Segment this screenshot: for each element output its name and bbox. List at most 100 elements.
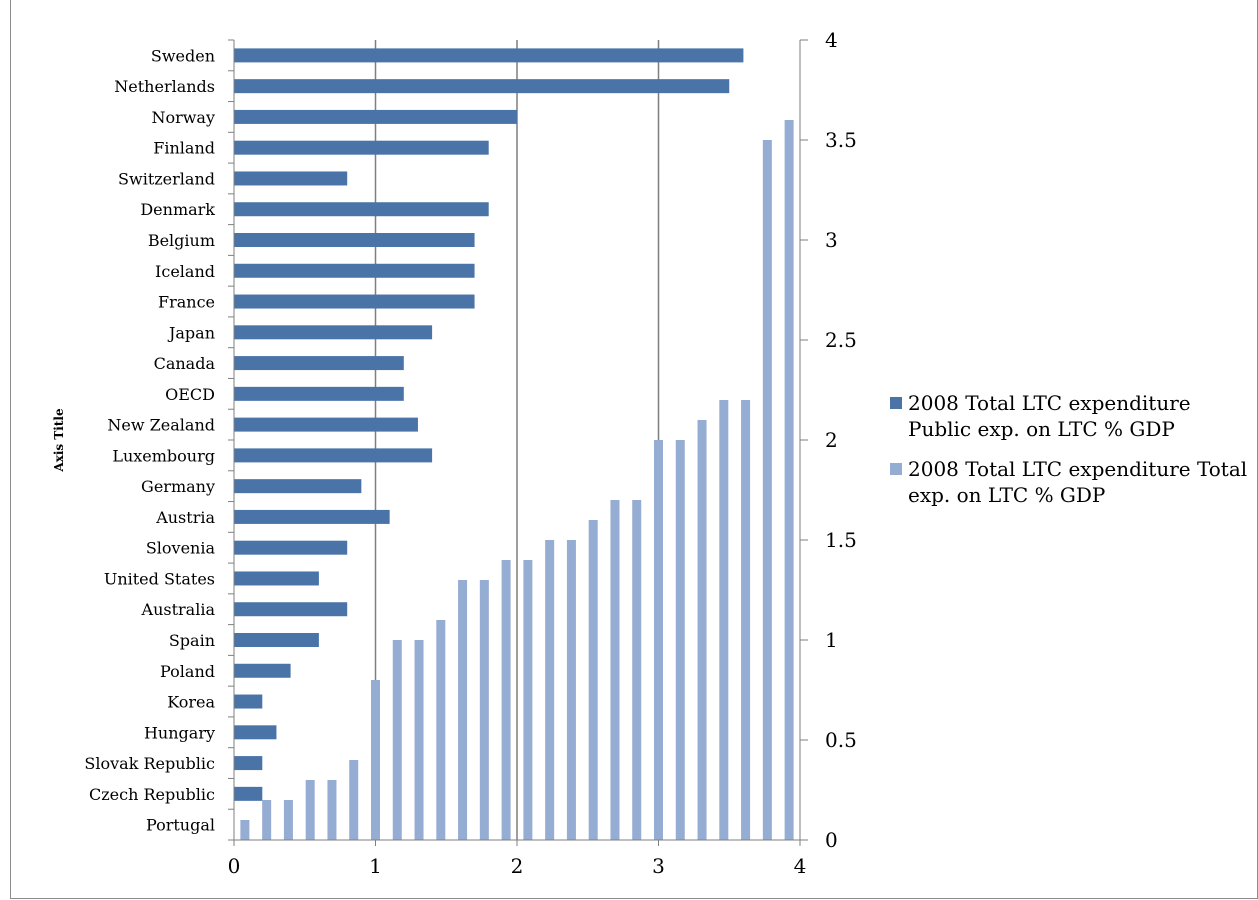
public-exp-bar bbox=[234, 325, 433, 340]
y2-tick-label: 3.5 bbox=[825, 128, 857, 152]
category-label: Canada bbox=[154, 354, 216, 373]
total-exp-bar bbox=[436, 620, 446, 840]
category-label: Spain bbox=[169, 631, 215, 650]
category-label: Finland bbox=[153, 139, 215, 158]
public-exp-bar bbox=[234, 756, 263, 771]
legend: 2008 Total LTC expenditure Public exp. o… bbox=[890, 390, 1250, 522]
category-label: Czech Republic bbox=[89, 785, 215, 804]
public-exp-bar bbox=[234, 140, 489, 155]
public-exp-bars bbox=[234, 48, 744, 801]
y2-tick-label: 2 bbox=[825, 428, 838, 452]
total-exp-bar bbox=[414, 640, 424, 840]
public-exp-bar bbox=[234, 602, 348, 617]
y2-tick-label: 1.5 bbox=[825, 528, 857, 552]
category-label: Netherlands bbox=[114, 77, 215, 96]
category-label: Slovak Republic bbox=[84, 754, 215, 773]
category-label: OECD bbox=[165, 385, 215, 404]
public-exp-bar bbox=[234, 171, 348, 186]
legend-entry-public: 2008 Total LTC expenditure Public exp. o… bbox=[890, 390, 1250, 442]
total-exp-bar bbox=[327, 780, 337, 840]
public-exp-bar bbox=[234, 663, 291, 678]
category-label: Luxembourg bbox=[112, 446, 215, 465]
total-exp-bar bbox=[784, 120, 794, 840]
legend-label-public: 2008 Total LTC expenditure Public exp. o… bbox=[908, 391, 1191, 441]
y2-tick-label: 0.5 bbox=[825, 728, 857, 752]
total-exp-bar bbox=[588, 520, 598, 840]
x-tick-label: 0 bbox=[228, 854, 241, 878]
public-exp-bar bbox=[234, 540, 348, 555]
total-exp-bars bbox=[240, 120, 794, 840]
category-label: France bbox=[158, 293, 215, 312]
category-label: United States bbox=[104, 569, 215, 588]
total-exp-bar bbox=[479, 580, 489, 840]
total-exp-bar bbox=[654, 440, 663, 840]
total-exp-bar bbox=[545, 540, 555, 840]
axes bbox=[228, 39, 808, 846]
y2-tick-label: 4 bbox=[825, 28, 838, 52]
legend-entry-total: 2008 Total LTC expenditure Total exp. on… bbox=[890, 456, 1250, 508]
category-label: Austria bbox=[155, 508, 215, 527]
total-exp-bar bbox=[741, 400, 751, 840]
total-exp-bar bbox=[762, 140, 772, 840]
total-exp-bar bbox=[371, 680, 380, 840]
total-exp-bar bbox=[392, 640, 402, 840]
total-exp-bar bbox=[566, 540, 576, 840]
public-exp-bar bbox=[234, 48, 744, 63]
public-exp-bar bbox=[234, 448, 433, 463]
y-axis-title: Axis Title bbox=[52, 408, 66, 473]
public-exp-bar bbox=[234, 479, 362, 494]
public-exp-bar bbox=[234, 263, 475, 278]
y2-tick-label: 1 bbox=[825, 628, 838, 652]
x-tick-label: 3 bbox=[652, 854, 665, 878]
category-label: Norway bbox=[151, 108, 215, 127]
category-label: Portugal bbox=[146, 816, 215, 835]
category-label: Denmark bbox=[140, 200, 215, 219]
category-label: Australia bbox=[141, 600, 216, 619]
total-exp-bar bbox=[632, 500, 642, 840]
legend-label-total: 2008 Total LTC expenditure Total exp. on… bbox=[908, 457, 1248, 507]
public-exp-bar bbox=[234, 356, 404, 371]
total-exp-bar bbox=[305, 780, 315, 840]
category-label: Sweden bbox=[151, 46, 215, 65]
total-exp-bar bbox=[610, 500, 620, 840]
total-exp-bar bbox=[719, 400, 729, 840]
total-exp-bar bbox=[262, 800, 272, 840]
category-label: Hungary bbox=[144, 723, 215, 742]
x-tick-label: 4 bbox=[794, 854, 807, 878]
public-exp-bar bbox=[234, 294, 475, 309]
total-exp-bar bbox=[523, 560, 533, 840]
public-exp-bar bbox=[234, 109, 517, 124]
category-label: Iceland bbox=[155, 262, 215, 281]
public-exp-bar bbox=[234, 571, 319, 586]
total-exp-bar bbox=[349, 760, 359, 840]
public-exp-bar bbox=[234, 694, 263, 709]
category-label: Poland bbox=[160, 662, 215, 681]
category-label: Japan bbox=[167, 323, 215, 342]
legend-swatch-public bbox=[890, 397, 902, 409]
x-tick-label: 1 bbox=[369, 854, 382, 878]
y2-tick-label: 3 bbox=[825, 228, 838, 252]
public-exp-bar bbox=[234, 633, 319, 647]
total-exp-bar bbox=[675, 440, 685, 840]
public-exp-bar bbox=[234, 79, 730, 94]
total-exp-bar bbox=[697, 420, 707, 840]
public-exp-bar bbox=[234, 233, 475, 247]
legend-swatch-total bbox=[890, 463, 902, 475]
x-tick-label: 2 bbox=[511, 854, 524, 878]
total-exp-bar bbox=[240, 820, 250, 840]
public-exp-bar bbox=[234, 509, 390, 524]
category-label: Belgium bbox=[148, 231, 215, 250]
public-exp-bar bbox=[234, 386, 404, 401]
public-exp-bar bbox=[234, 202, 489, 217]
y2-tick-label: 0 bbox=[825, 828, 838, 852]
total-exp-bar bbox=[501, 560, 511, 840]
public-exp-bar bbox=[234, 417, 418, 432]
total-exp-bar bbox=[283, 800, 293, 840]
tick-labels: Portugal Czech Republic Slovak Republic Hun… bbox=[84, 28, 856, 878]
category-label: Slovenia bbox=[146, 539, 216, 558]
public-exp-bar bbox=[234, 786, 263, 801]
total-exp-bar bbox=[458, 580, 468, 840]
category-label: Switzerland bbox=[118, 169, 215, 188]
public-exp-bar bbox=[234, 725, 277, 740]
